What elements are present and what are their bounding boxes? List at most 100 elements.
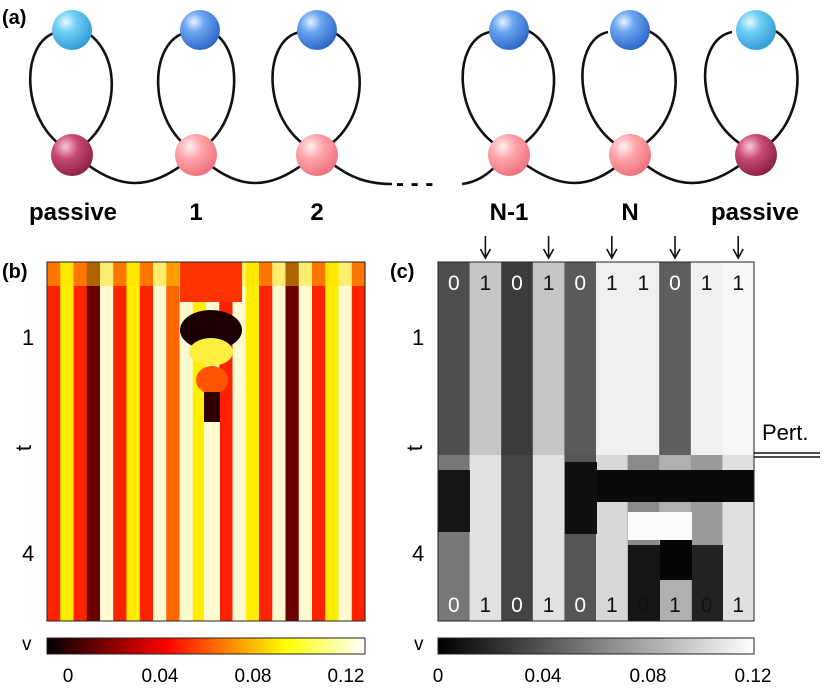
- colorbar-b-tick-2: 0.08: [235, 666, 272, 687]
- heatmap-b-stripe: [325, 262, 340, 621]
- sphere-pink-n-1: [488, 134, 530, 176]
- arrow-head: [542, 248, 555, 260]
- heatmap-c-column: [690, 262, 723, 455]
- heatmap-b-stripe: [139, 262, 154, 621]
- sphere-passive-left: [51, 134, 93, 176]
- sphere-blue-n: [610, 10, 650, 50]
- heatmap-b-blob-yellow: [189, 338, 233, 366]
- heatmap-b-blob-dark: [180, 310, 242, 350]
- panel-a-label: (a): [2, 7, 26, 29]
- panel-c-ytick-1: 1: [412, 325, 424, 350]
- heatmap-c-frame: [437, 261, 755, 622]
- top-bit: 0: [448, 272, 460, 295]
- perturbation-label: Pert.: [762, 420, 808, 445]
- colorbar-c-gradient: [437, 637, 755, 655]
- top-bit: 0: [511, 272, 523, 295]
- heatmap-c-column-lower: [532, 455, 565, 621]
- bottom-bit: 1: [606, 594, 618, 617]
- panel-b-ylabel: t: [11, 445, 36, 451]
- heatmap-c-column: [532, 262, 565, 455]
- colorbar-b-label: v: [22, 634, 32, 655]
- column-arrows: [479, 236, 744, 260]
- sphere-pink-2: [296, 134, 338, 176]
- colorbar-b-tick-1: 0.04: [142, 666, 179, 687]
- bottom-bit: 0: [511, 594, 523, 617]
- heatmap-b-stripe: [272, 262, 287, 621]
- heatmap-b-blob-orange: [196, 366, 228, 394]
- heatmap-b-stripe: [113, 262, 128, 621]
- arrow-head: [732, 248, 744, 260]
- node-label-passive-right: passive: [711, 199, 799, 226]
- chain-link-5: [521, 160, 623, 185]
- bottom-bit: 1: [480, 594, 492, 617]
- heatmap-b-stripe: [338, 262, 353, 621]
- panel-b-y-axis: 1 4 t: [11, 325, 36, 566]
- heatmap-b-stripe: [312, 262, 326, 621]
- heatmap-b-blob-tail: [204, 392, 220, 422]
- heatmap-b-stripe: [166, 262, 181, 621]
- heatmap-b-stripe: [245, 262, 260, 621]
- perturbation-marker: Pert.: [754, 420, 820, 458]
- colorbar-c: v 0 0.04 0.08 0.12: [414, 634, 771, 687]
- top-bit: 0: [669, 272, 681, 295]
- chain-link-1: [83, 160, 187, 185]
- heatmap-b-stripe: [153, 262, 167, 621]
- heatmap-c-dark-col7: [628, 545, 660, 621]
- heatmap-b-stripe: [47, 262, 61, 621]
- heatmap-b-stripe: [73, 262, 88, 621]
- node-label-2: 2: [310, 199, 323, 226]
- panel-b-ytick-4: 4: [22, 541, 34, 566]
- top-bit: 0: [574, 272, 586, 295]
- panel-c-ytick-4: 4: [412, 541, 424, 566]
- sphere-cyan-passive-right: [736, 10, 776, 50]
- heatmap-c: [438, 262, 755, 621]
- colorbar-c-tick-3: 0.12: [735, 666, 772, 687]
- heatmap-b-stripe: [86, 262, 101, 621]
- heatmap-c-dark-left: [438, 470, 470, 532]
- heatmap-b-frame: [46, 261, 366, 622]
- heatmap-c-column: [501, 262, 534, 455]
- node-label-n-1: N-1: [490, 199, 529, 226]
- colorbar-b-tick-3: 0.12: [328, 666, 365, 687]
- sphere-pink-1: [175, 134, 217, 176]
- top-bit: 1: [606, 272, 618, 295]
- heatmap-c-column: [564, 262, 597, 455]
- sphere-blue-1: [180, 10, 220, 50]
- heatmap-c-column: [438, 262, 471, 455]
- heatmap-c-column: [596, 262, 629, 455]
- node-label-n: N: [621, 199, 638, 226]
- heatmap-c-dark-col9: [692, 545, 723, 621]
- panel-a: (a) - - -: [2, 7, 799, 226]
- heatmap-c-column: [627, 262, 660, 455]
- top-bit: 1: [638, 272, 650, 295]
- heatmap-c-pert-band: [597, 470, 754, 502]
- bottom-bit: 0: [638, 594, 650, 617]
- colorbar-c-tick-2: 0.08: [630, 666, 667, 687]
- heatmap-c-bright-band: [628, 512, 692, 540]
- heatmap-c-dark-col8: [660, 540, 692, 580]
- heatmap-b-stripe: [351, 262, 366, 621]
- heatmap-b-stripe: [285, 262, 300, 621]
- panel-b: (b) 1 4 t v 0 0.04 0.08 0.12: [2, 261, 366, 687]
- sphere-passive-right: [735, 134, 777, 176]
- heatmap-b-stripe: [259, 262, 273, 621]
- heatmap-b-blob-top: [180, 262, 242, 302]
- panel-b-ytick-1: 1: [22, 325, 34, 350]
- sphere-blue-2: [297, 10, 337, 50]
- heatmap-b-stripe: [100, 262, 114, 621]
- heatmap-b-blob-stem: [204, 422, 220, 621]
- heatmap-b-stripe: [60, 262, 75, 621]
- node-label-passive-left: passive: [29, 199, 117, 226]
- panel-b-label: (b): [2, 261, 28, 283]
- bottom-bit: 1: [732, 594, 744, 617]
- top-bit: 1: [701, 272, 713, 295]
- heatmap-b-stripe: [126, 262, 141, 621]
- colorbar-b-tick-0: 0: [63, 666, 74, 687]
- bottom-bit: 1: [543, 594, 555, 617]
- bottom-bit: 0: [448, 594, 460, 617]
